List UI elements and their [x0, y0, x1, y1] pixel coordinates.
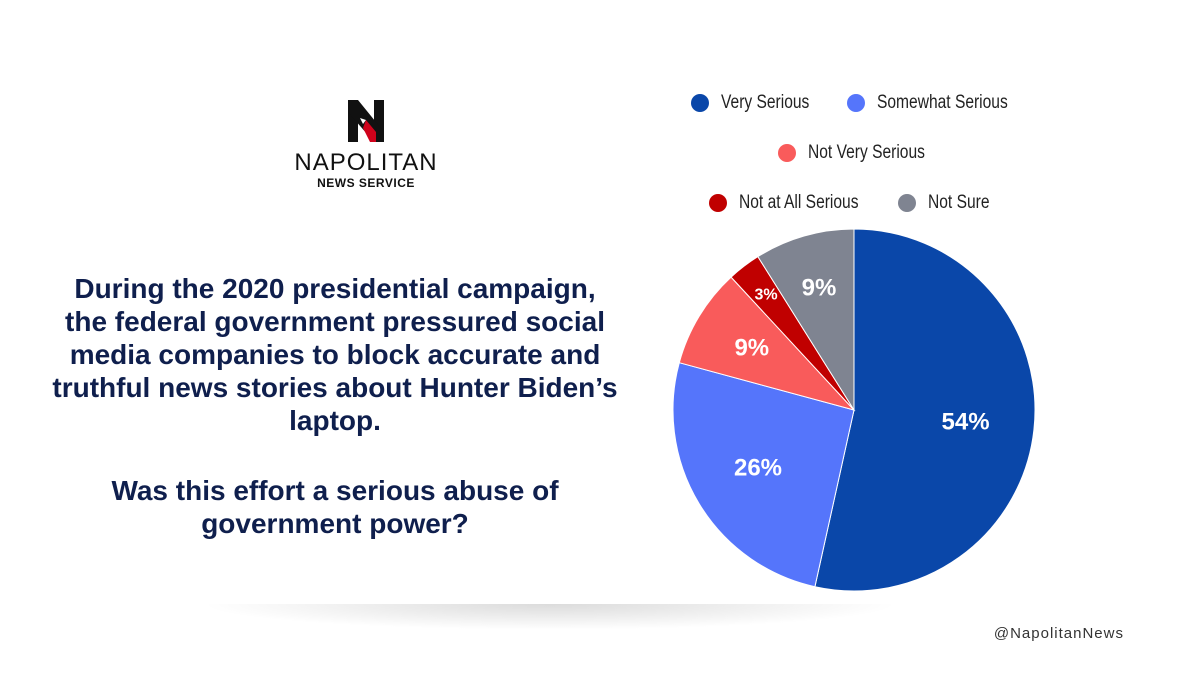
pie-label-somewhat-serious: 26% — [734, 455, 782, 482]
legend-swatch — [708, 194, 727, 212]
logo-subtitle: NEWS SERVICE — [317, 176, 415, 190]
legend-swatch — [898, 194, 917, 212]
legend-item-not-at-all-serious: Not at All Serious — [708, 192, 859, 214]
legend-swatch — [777, 144, 796, 162]
pie-slice-somewhat-serious — [672, 362, 855, 588]
legend-item-somewhat-serious: Somewhat Serious — [847, 92, 1008, 114]
legend-label: Somewhat Serious — [877, 92, 1008, 113]
social-handle: @NapolitanNews — [993, 625, 1124, 642]
legend-label: Not Very Serious — [807, 142, 925, 163]
legend-label: Not at All Serious — [738, 192, 859, 213]
question-prompt: Was this effort a serious abuse of gover… — [111, 475, 559, 539]
logo-name: NAPOLITAN — [294, 149, 438, 176]
question-statement: During the 2020 presidential campaign, t… — [52, 273, 618, 436]
pie-slice-not-very-serious — [678, 276, 856, 411]
napolitan-logo-mark — [348, 100, 384, 142]
pie-slice-very-serious — [814, 228, 1036, 592]
logo: NAPOLITAN NEWS SERVICE — [276, 98, 456, 190]
legend-row: Very Serious Somewhat Serious — [640, 78, 1060, 128]
chart-legend: Very Serious Somewhat Serious Not Very S… — [640, 78, 1060, 228]
pie-label-not-at-all-serious: 3% — [754, 287, 777, 304]
legend-item-not-sure: Not Sure — [898, 192, 991, 214]
legend-label: Very Serious — [721, 92, 810, 113]
legend-item-not-very-serious: Not Very Serious — [777, 142, 925, 164]
legend-swatch — [847, 94, 866, 112]
pie-chart: 54% 26% 9% 3% 9% — [672, 228, 1036, 592]
legend-swatch — [691, 94, 710, 112]
legend-row: Not Very Serious — [640, 128, 1060, 178]
pie-label-not-very-serious: 9% — [734, 335, 769, 362]
card-shadow — [200, 604, 900, 630]
pie-label-not-sure: 9% — [802, 275, 837, 302]
question-text: During the 2020 presidential campaign, t… — [50, 272, 620, 540]
pie-slice-not-sure — [757, 228, 855, 412]
legend-row: Not at All Serious Not Sure — [640, 178, 1060, 228]
legend-label: Not Sure — [928, 192, 990, 213]
pie-label-very-serious: 54% — [942, 409, 990, 436]
legend-item-very-serious: Very Serious — [691, 92, 810, 114]
